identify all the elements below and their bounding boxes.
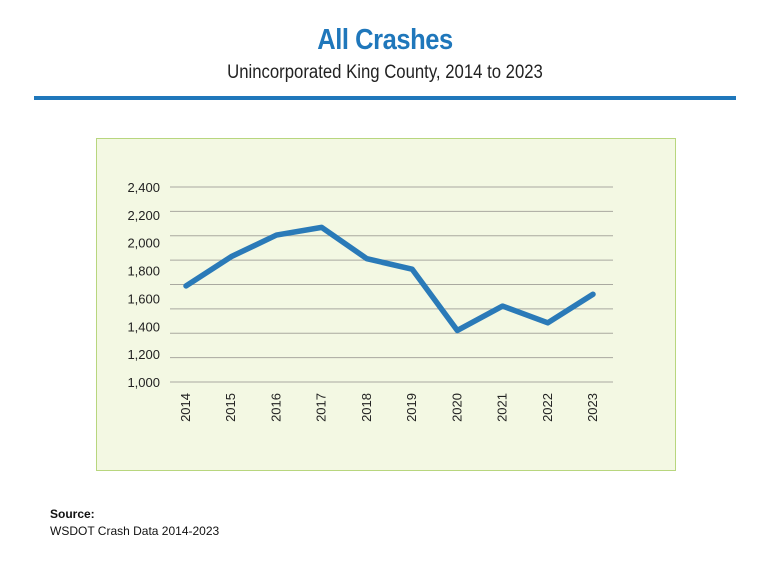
y-tick-label: 1,400 (127, 319, 160, 334)
y-tick-label: 2,000 (127, 236, 160, 251)
source-label: Source: (50, 507, 95, 521)
y-tick-label: 1,800 (127, 264, 160, 279)
y-tick-label: 1,600 (127, 291, 160, 306)
x-tick-label: 2017 (314, 393, 329, 422)
y-tick-label: 2,200 (127, 208, 160, 223)
y-tick-label: 1,200 (127, 347, 160, 362)
x-tick-label: 2014 (178, 393, 193, 422)
chart-subtitle: Unincorporated King County, 2014 to 2023 (227, 62, 543, 83)
y-tick-label: 1,000 (127, 375, 160, 390)
x-tick-label: 2018 (359, 393, 374, 422)
x-tick-label: 2023 (585, 393, 600, 422)
source-text: WSDOT Crash Data 2014-2023 (50, 524, 220, 538)
chart-title: All Crashes (317, 24, 453, 56)
y-tick-label: 2,400 (127, 180, 160, 195)
title-divider (34, 96, 736, 100)
x-tick-label: 2020 (449, 393, 464, 422)
series-line (183, 224, 596, 334)
x-tick-label: 2021 (495, 393, 510, 422)
x-tick-label: 2016 (268, 393, 283, 422)
x-tick-label: 2019 (404, 393, 419, 422)
x-tick-label: 2022 (540, 393, 555, 422)
x-tick-label: 2015 (223, 393, 238, 422)
